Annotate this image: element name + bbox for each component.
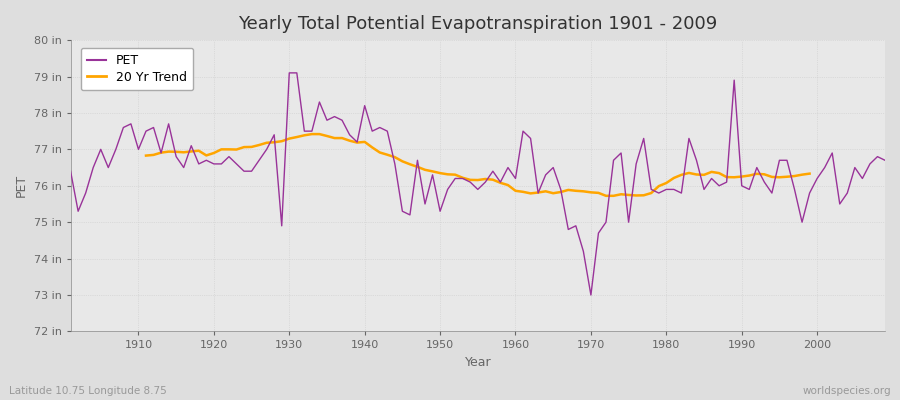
Title: Yearly Total Potential Evapotranspiration 1901 - 2009: Yearly Total Potential Evapotranspiratio… <box>238 15 717 33</box>
Text: worldspecies.org: worldspecies.org <box>803 386 891 396</box>
X-axis label: Year: Year <box>464 356 491 369</box>
Y-axis label: PET: PET <box>15 174 28 197</box>
Text: Latitude 10.75 Longitude 8.75: Latitude 10.75 Longitude 8.75 <box>9 386 166 396</box>
Legend: PET, 20 Yr Trend: PET, 20 Yr Trend <box>81 48 194 90</box>
